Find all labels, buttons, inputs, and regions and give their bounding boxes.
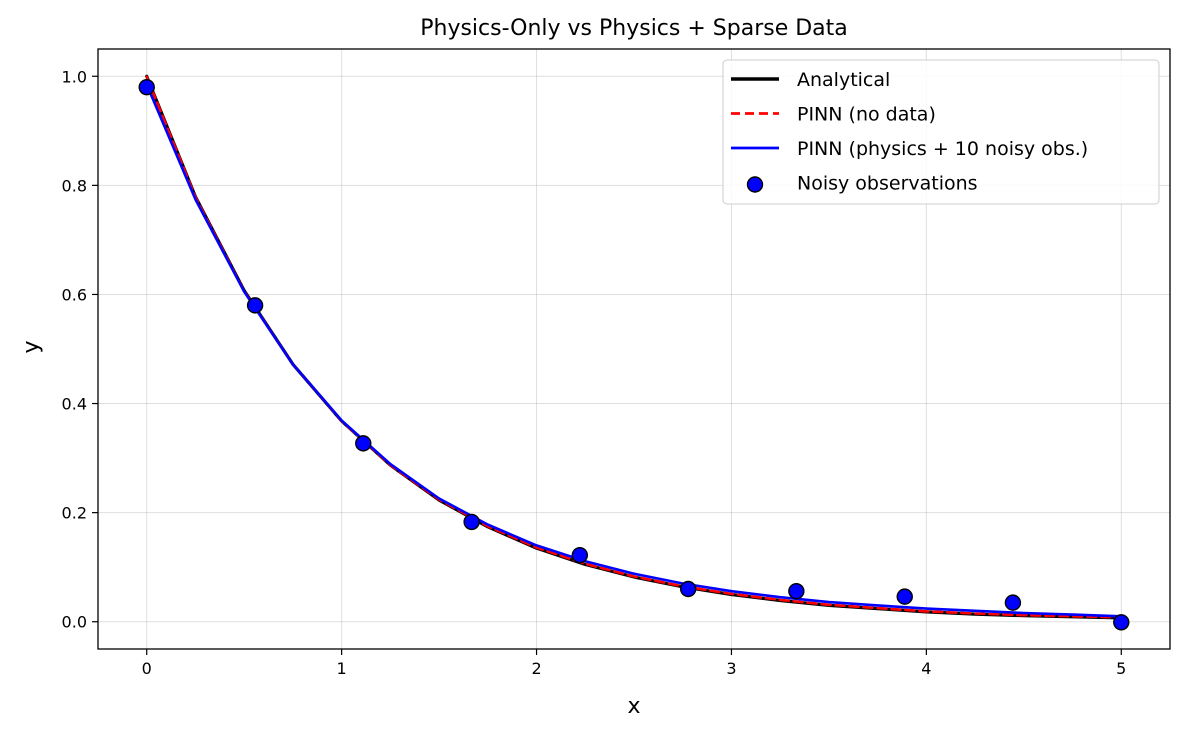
scatter-point bbox=[138, 78, 155, 96]
scatter-point bbox=[1004, 594, 1022, 611]
y-tick-label: 0.0 bbox=[62, 613, 87, 632]
scatter-point bbox=[246, 297, 264, 314]
x-axis-ticks: 0 1 2 3 4 5 bbox=[142, 649, 1126, 678]
y-axis-ticks: 0.0 0.2 0.4 0.6 0.8 1.0 bbox=[62, 67, 98, 632]
x-axis-label: x bbox=[627, 694, 640, 719]
legend-box bbox=[722, 59, 1160, 205]
legend-swatch-scatter bbox=[746, 176, 764, 193]
scatter-point bbox=[463, 513, 480, 531]
x-tick-label: 4 bbox=[921, 659, 931, 678]
legend-label-0: Analytical bbox=[797, 69, 890, 91]
series-layer bbox=[145, 74, 1123, 620]
scatter-layer bbox=[138, 78, 1130, 631]
x-tick-label: 3 bbox=[726, 659, 736, 678]
scatter-point bbox=[355, 435, 372, 452]
legend-label-scatter: Noisy observations bbox=[797, 173, 978, 195]
y-tick-label: 0.8 bbox=[62, 176, 87, 195]
y-axis-label: y bbox=[19, 340, 44, 353]
scatter-point bbox=[571, 546, 589, 564]
x-tick-label: 5 bbox=[1116, 659, 1126, 678]
legend: Analytical PINN (no data) PINN (physics + … bbox=[722, 59, 1160, 205]
y-tick-label: 1.0 bbox=[62, 67, 87, 86]
scatter-point bbox=[1113, 614, 1130, 631]
legend-label-2: PINN (physics + 10 noisy obs.) bbox=[797, 138, 1088, 160]
series-line-1 bbox=[145, 75, 1123, 619]
scatter-point bbox=[788, 582, 805, 600]
y-tick-label: 0.6 bbox=[62, 285, 87, 304]
chart-title: Physics-Only vs Physics + Sparse Data bbox=[420, 16, 848, 41]
legend-label-1: PINN (no data) bbox=[797, 104, 936, 126]
series-line-2 bbox=[145, 83, 1123, 618]
plot-frame bbox=[97, 48, 1171, 650]
scatter-point bbox=[896, 588, 913, 605]
y-tick-label: 0.2 bbox=[62, 504, 87, 523]
x-tick-label: 0 bbox=[142, 659, 152, 678]
y-tick-label: 0.4 bbox=[62, 395, 87, 414]
x-tick-label: 1 bbox=[337, 659, 347, 678]
x-tick-label: 2 bbox=[531, 659, 541, 678]
scatter-point bbox=[679, 580, 697, 598]
